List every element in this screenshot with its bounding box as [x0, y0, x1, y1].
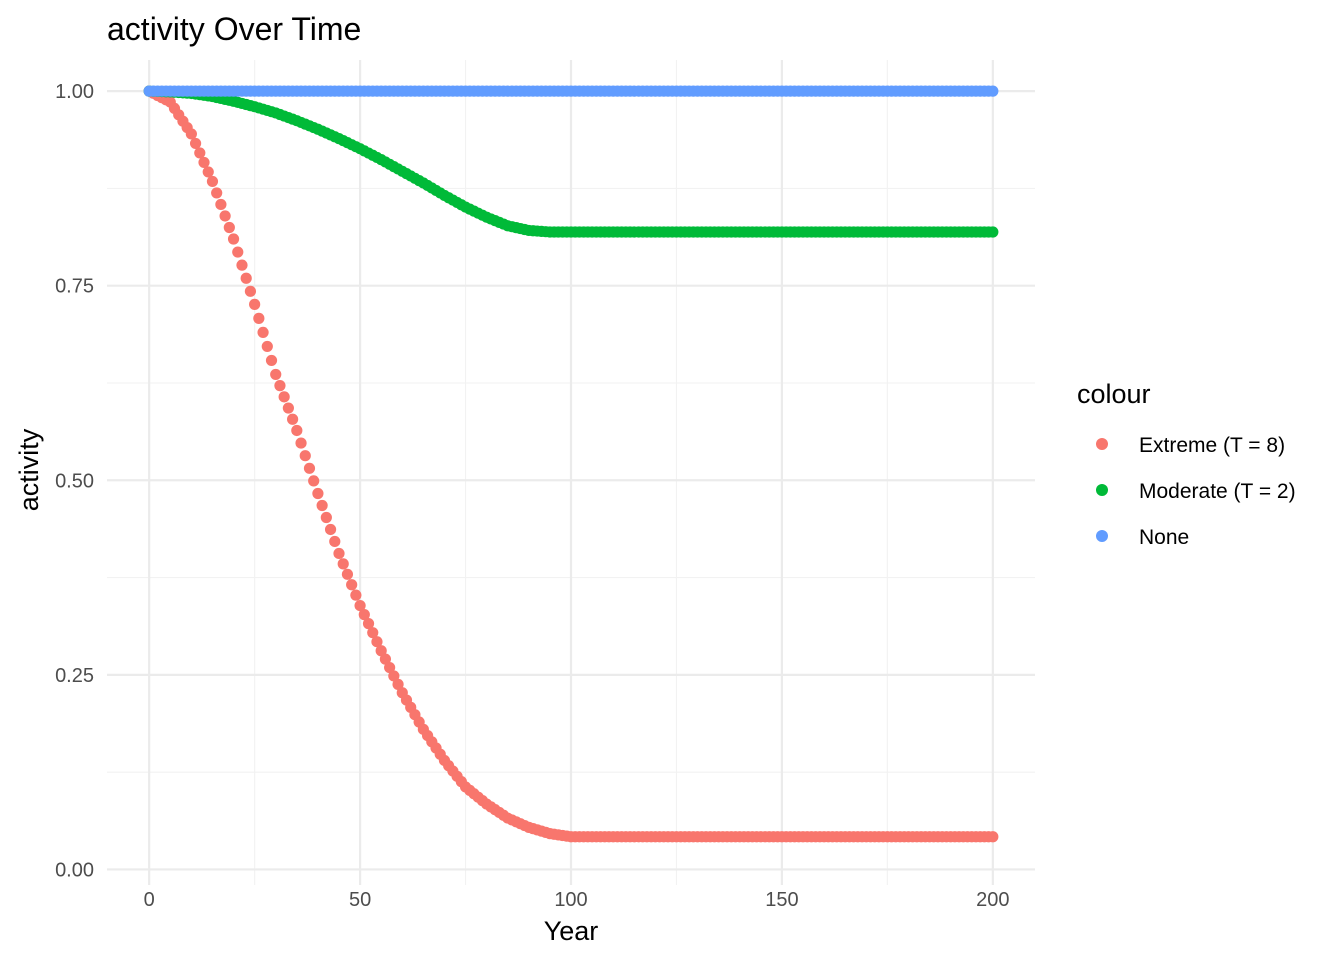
data-points [143, 85, 999, 843]
legend-key [1096, 438, 1108, 450]
data-point [987, 831, 999, 843]
legend-item: Extreme (T = 8) [1096, 434, 1285, 457]
y-tick-label: 0.25 [55, 665, 94, 687]
y-axis-ticks: 0.00 0.25 0.50 0.75 1.00 [55, 81, 94, 881]
data-point [308, 475, 320, 487]
data-point [282, 402, 294, 414]
data-point [324, 523, 337, 536]
y-tick-label: 0.50 [55, 470, 94, 492]
data-point [206, 175, 219, 188]
data-point [278, 391, 290, 403]
legend-title: colour [1077, 379, 1151, 409]
data-point [274, 380, 286, 392]
data-point [320, 511, 332, 524]
data-point [316, 499, 328, 512]
legend-item: None [1096, 526, 1189, 549]
y-tick-label: 0.00 [55, 859, 94, 881]
data-point [388, 670, 400, 682]
data-point [987, 226, 999, 238]
data-point [346, 579, 358, 591]
x-tick-label: 200 [976, 889, 1009, 911]
data-point [392, 678, 404, 690]
legend: colour Extreme (T = 8) Moderate (T = 2) No… [1077, 379, 1296, 549]
data-point [240, 272, 252, 284]
data-point [211, 187, 223, 199]
data-point [202, 166, 214, 178]
legend-label: Extreme (T = 8) [1139, 434, 1285, 457]
data-point [337, 558, 349, 570]
legend-key [1096, 530, 1108, 542]
data-point [244, 285, 257, 297]
data-point [358, 609, 370, 621]
data-point [185, 128, 197, 140]
data-point [265, 354, 278, 367]
data-point [312, 487, 324, 500]
data-point [341, 568, 354, 580]
x-tick-label: 100 [554, 889, 587, 911]
data-point [362, 618, 375, 630]
legend-label: Moderate (T = 2) [1139, 480, 1296, 503]
grid [107, 60, 1035, 885]
data-point [333, 547, 345, 560]
data-point [227, 233, 240, 245]
x-axis-ticks: 0 50 100 150 200 [144, 889, 1010, 911]
data-point [189, 137, 202, 150]
data-point [215, 198, 227, 211]
data-point [219, 210, 231, 222]
data-point [379, 653, 391, 665]
data-point [367, 627, 379, 639]
data-point [194, 147, 206, 159]
data-point [232, 246, 244, 258]
x-axis-title: Year [544, 916, 599, 946]
data-point [223, 221, 235, 234]
legend-label: None [1139, 526, 1189, 549]
data-point [987, 85, 999, 97]
legend-key [1096, 484, 1108, 496]
data-point [261, 340, 273, 353]
series-points [143, 85, 999, 97]
data-point [270, 368, 282, 381]
y-axis-title: activity [14, 428, 44, 511]
data-point [329, 535, 341, 548]
data-point [299, 450, 311, 462]
series-points [143, 85, 999, 843]
data-point [375, 645, 387, 657]
data-point [295, 437, 307, 449]
x-tick-label: 50 [349, 889, 371, 911]
data-point [350, 589, 362, 601]
data-point [303, 462, 316, 474]
legend-item: Moderate (T = 2) [1096, 480, 1296, 503]
data-point [371, 636, 383, 648]
data-point [257, 326, 269, 339]
data-point [236, 259, 248, 271]
x-tick-label: 150 [765, 889, 798, 911]
y-tick-label: 0.75 [55, 276, 94, 298]
data-point [249, 298, 261, 310]
data-point [384, 661, 396, 674]
data-point [198, 156, 210, 169]
data-point [253, 312, 265, 324]
y-tick-label: 1.00 [55, 81, 94, 103]
chart-title: activity Over Time [107, 11, 361, 47]
data-point [287, 413, 299, 425]
data-point [291, 424, 303, 437]
data-point [354, 599, 366, 612]
x-tick-label: 0 [144, 889, 155, 911]
